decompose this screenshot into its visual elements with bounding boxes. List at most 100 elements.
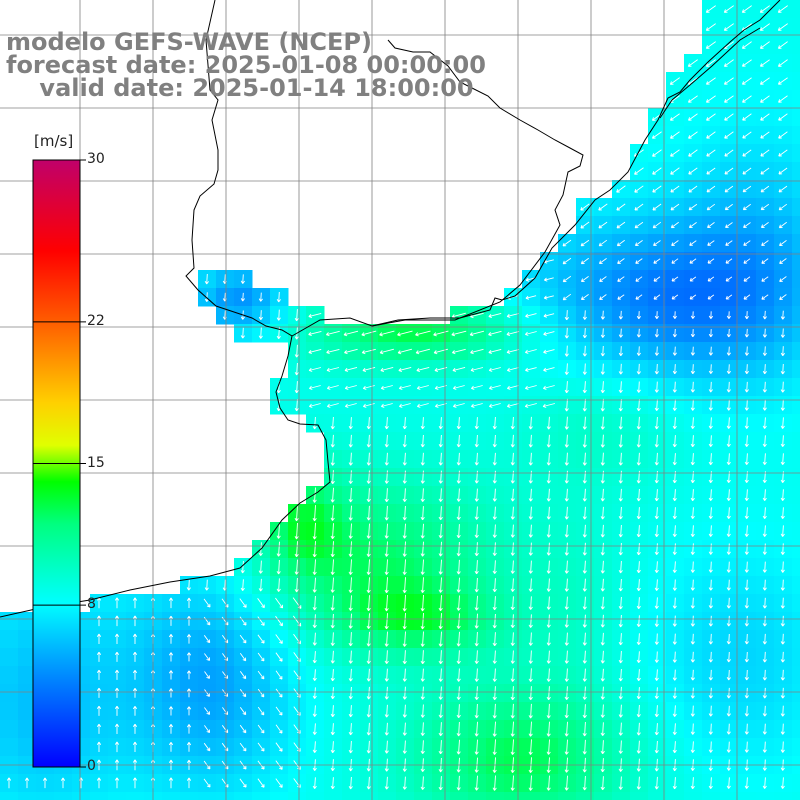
wind-arrow (618, 596, 623, 610)
wind-arrow (707, 294, 715, 300)
wind-arrow (420, 559, 425, 575)
wind-arrow (564, 488, 569, 502)
wind-arrow (474, 506, 479, 520)
wind-cell (162, 792, 181, 800)
wind-arrow (708, 579, 713, 591)
wind-arrow (294, 344, 299, 358)
wind-arrow (524, 331, 537, 336)
wind-arrow (474, 686, 479, 700)
wind-arrow (582, 721, 587, 737)
wind-arrow (708, 615, 713, 627)
wind-arrow (600, 704, 605, 718)
wind-arrow (652, 185, 662, 193)
wind-arrow (96, 741, 102, 752)
wind-arrow (506, 330, 520, 337)
wind-arrow (726, 507, 731, 519)
wind-arrow (204, 671, 210, 679)
wind-arrow (438, 577, 443, 593)
wind-arrow (510, 488, 515, 502)
wind-arrow (474, 775, 479, 791)
wind-arrow (114, 705, 120, 716)
wind-arrow (708, 435, 713, 447)
wind-arrow (777, 59, 788, 67)
wind-arrow (506, 385, 519, 390)
wind-arrow (474, 417, 479, 430)
wind-arrow (726, 417, 731, 429)
wind-arrow (348, 577, 353, 593)
wind-arrow (402, 523, 407, 539)
wind-arrow (672, 669, 677, 681)
wind-cell (630, 792, 649, 800)
wind-arrow (384, 722, 389, 736)
wind-arrow (308, 403, 321, 408)
wind-arrow (546, 632, 551, 646)
wind-arrow (348, 705, 353, 718)
wind-cell (792, 612, 800, 631)
wind-arrow (438, 668, 443, 682)
wind-arrow (762, 777, 767, 789)
colorbar-unit-label: [m/s] (34, 132, 74, 150)
wind-arrow (420, 686, 425, 700)
wind-arrow (362, 403, 375, 408)
wind-arrow (744, 723, 749, 735)
wind-arrow (488, 312, 502, 319)
wind-arrow (690, 435, 695, 448)
wind-arrow (671, 276, 679, 282)
wind-arrow (600, 596, 605, 610)
wind-arrow (239, 707, 247, 716)
wind-arrow (598, 239, 608, 247)
wind-cell (792, 126, 800, 145)
wind-arrow (384, 488, 389, 503)
wind-arrow (348, 650, 353, 664)
wind-arrow (780, 741, 785, 753)
wind-arrow (618, 686, 623, 700)
wind-arrow (456, 721, 461, 737)
wind-arrow (240, 292, 245, 302)
wind-arrow (330, 632, 335, 646)
wind-cell (666, 792, 685, 800)
wind-cell (702, 792, 721, 800)
wind-arrow (474, 560, 479, 575)
wind-arrow (397, 348, 413, 355)
wind-arrow (402, 722, 407, 736)
wind-arrow (598, 258, 607, 265)
wind-arrow (762, 346, 767, 356)
wind-arrow (706, 149, 716, 157)
wind-arrow (726, 381, 731, 393)
wind-arrow (492, 686, 497, 701)
wind-arrow (492, 542, 497, 556)
wind-arrow (600, 363, 605, 375)
wind-arrow (348, 487, 353, 503)
wind-arrow (239, 689, 247, 698)
wind-arrow (294, 541, 299, 558)
wind-arrow (761, 276, 769, 282)
wind-arrow (168, 724, 174, 734)
wind-arrow (564, 614, 569, 628)
wind-arrow (779, 294, 787, 300)
wind-arrow (132, 705, 138, 716)
wind-arrow (708, 741, 713, 753)
wind-arrow (780, 651, 785, 663)
wind-arrow (669, 113, 680, 121)
wind-arrow (564, 398, 569, 412)
wind-arrow (330, 505, 335, 521)
wind-arrow (582, 381, 587, 394)
wind-arrow (672, 489, 677, 502)
wind-arrow (618, 668, 623, 682)
wind-arrow (582, 614, 587, 628)
wind-arrow (132, 687, 138, 698)
wind-arrow (652, 221, 662, 229)
wind-arrow (524, 349, 537, 354)
wind-arrow (742, 113, 752, 121)
wind-arrow (780, 597, 785, 609)
wind-arrow (492, 416, 497, 430)
wind-arrow (294, 381, 299, 394)
wind-arrow (690, 489, 695, 502)
wind-arrow (330, 559, 335, 575)
wind-arrow (275, 615, 283, 627)
wind-arrow (760, 222, 769, 229)
wind-arrow (582, 416, 587, 430)
wind-arrow (725, 240, 733, 246)
wind-arrow (618, 452, 623, 466)
title-model: modelo GEFS-WAVE (NCEP) (6, 28, 372, 56)
